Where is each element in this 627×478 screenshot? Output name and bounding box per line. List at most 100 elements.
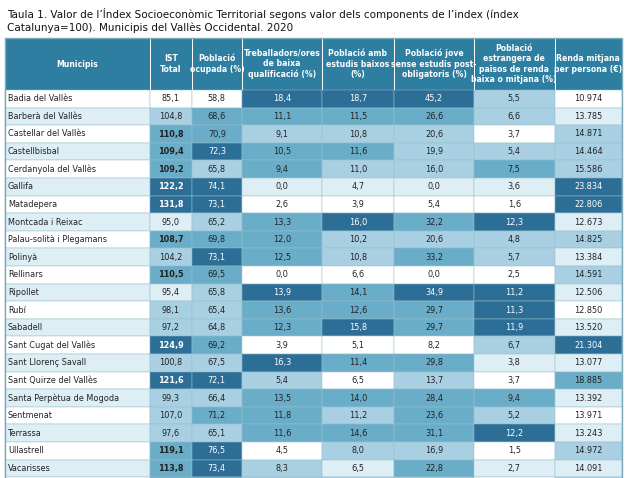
Bar (150, 389, 192, 407)
Text: 0,0: 0,0 (428, 270, 441, 279)
Text: Santa Perpètua de Mogoda: Santa Perpètua de Mogoda (8, 393, 119, 403)
Text: 20,6: 20,6 (425, 235, 443, 244)
Text: 5,4: 5,4 (508, 147, 521, 156)
Bar (192, 354, 242, 371)
Bar (5, 301, 150, 319)
Text: 6,5: 6,5 (352, 376, 364, 385)
Bar (192, 178, 242, 196)
Bar (394, 196, 474, 213)
Bar (555, 442, 622, 460)
Bar (394, 424, 474, 442)
Bar (5, 460, 150, 477)
Text: Vacarisses: Vacarisses (8, 464, 51, 473)
Text: Polinyà: Polinyà (8, 253, 37, 261)
Bar (555, 213, 622, 231)
Bar (242, 389, 322, 407)
Text: 3,8: 3,8 (508, 358, 520, 367)
Text: 4,5: 4,5 (275, 446, 288, 456)
Text: 11,2: 11,2 (349, 411, 367, 420)
Bar (150, 249, 192, 266)
Bar (242, 213, 322, 231)
Bar (192, 407, 242, 424)
Text: 0,0: 0,0 (275, 182, 288, 191)
Text: Ullastrell: Ullastrell (8, 446, 44, 456)
Bar (394, 125, 474, 143)
Text: 8,0: 8,0 (352, 446, 364, 456)
Bar (394, 178, 474, 196)
Bar (394, 213, 474, 231)
Bar (150, 125, 192, 143)
Bar (192, 442, 242, 460)
Text: 5,4: 5,4 (275, 376, 288, 385)
Text: 13.392: 13.392 (574, 393, 603, 402)
Text: 109,4: 109,4 (158, 147, 184, 156)
Text: 4,7: 4,7 (352, 182, 364, 191)
Text: 10,2: 10,2 (349, 235, 367, 244)
Bar (555, 389, 622, 407)
Text: 76,5: 76,5 (208, 446, 226, 456)
Bar (322, 371, 394, 389)
Bar (474, 389, 555, 407)
Text: 9,1: 9,1 (275, 130, 288, 139)
Text: 33,2: 33,2 (425, 253, 443, 261)
Bar (394, 90, 474, 108)
Bar (242, 319, 322, 337)
Bar (150, 407, 192, 424)
Bar (150, 161, 192, 178)
Bar (394, 371, 474, 389)
Text: 69,5: 69,5 (208, 270, 226, 279)
Bar (322, 143, 394, 161)
Text: Treballadors/ores
de baixa
qualificació (%): Treballadors/ores de baixa qualificació … (243, 49, 320, 79)
Text: 12.506: 12.506 (574, 288, 603, 297)
Text: 97,2: 97,2 (162, 323, 180, 332)
Bar (192, 231, 242, 249)
Text: 11,6: 11,6 (273, 429, 291, 438)
Text: 16,9: 16,9 (425, 446, 443, 456)
Text: 0,0: 0,0 (275, 270, 288, 279)
Bar (5, 125, 150, 143)
Text: 18,4: 18,4 (273, 94, 291, 103)
Bar (150, 354, 192, 371)
Text: Terrassa: Terrassa (8, 429, 42, 438)
Bar (150, 38, 192, 90)
Text: 110,5: 110,5 (158, 270, 184, 279)
Bar (5, 283, 150, 301)
Bar (474, 178, 555, 196)
Bar (150, 442, 192, 460)
Text: 5,4: 5,4 (428, 200, 441, 209)
Text: 107,0: 107,0 (159, 411, 182, 420)
Text: 11,2: 11,2 (505, 288, 524, 297)
Bar (5, 38, 150, 90)
Text: 23,6: 23,6 (425, 411, 443, 420)
Text: 104,8: 104,8 (159, 112, 182, 121)
Bar (474, 442, 555, 460)
Text: 65,2: 65,2 (208, 217, 226, 227)
Bar (192, 249, 242, 266)
Bar (394, 108, 474, 125)
Text: 12.850: 12.850 (574, 305, 603, 315)
Text: 22.806: 22.806 (574, 200, 603, 209)
Text: 15,8: 15,8 (349, 323, 367, 332)
Text: 1,5: 1,5 (508, 446, 521, 456)
Text: 22,8: 22,8 (425, 464, 443, 473)
Bar (150, 90, 192, 108)
Text: 121,6: 121,6 (158, 376, 184, 385)
Text: Montcada i Reixac: Montcada i Reixac (8, 217, 83, 227)
Text: 5,7: 5,7 (508, 253, 520, 261)
Text: 73,1: 73,1 (208, 200, 226, 209)
Text: 19,9: 19,9 (425, 147, 443, 156)
Text: Població jove
sense estudis post-
obligatoris (%): Població jove sense estudis post- obliga… (391, 49, 477, 79)
Bar (192, 125, 242, 143)
Text: 11,8: 11,8 (273, 411, 291, 420)
Text: 12,3: 12,3 (273, 323, 291, 332)
Bar (474, 161, 555, 178)
Bar (322, 477, 394, 478)
Bar (555, 407, 622, 424)
Text: 7,5: 7,5 (508, 165, 520, 174)
Bar (322, 196, 394, 213)
Text: 100,8: 100,8 (159, 358, 182, 367)
Text: 67,5: 67,5 (208, 358, 226, 367)
Bar (192, 266, 242, 283)
Bar (474, 371, 555, 389)
Text: 8,3: 8,3 (275, 464, 288, 473)
